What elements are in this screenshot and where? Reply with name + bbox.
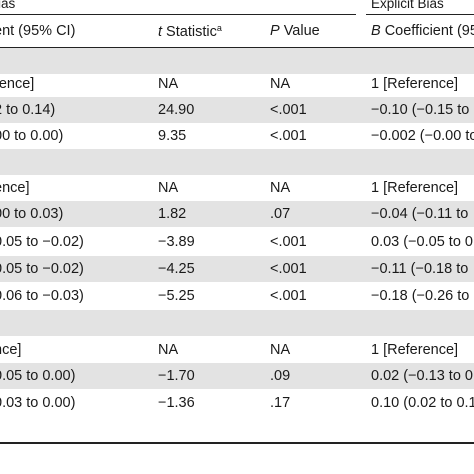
table-row: 0.05 to −0.02) −4.25 <.001 −0.11 (−0.18 …	[0, 256, 474, 282]
cell-coefficient: nce]	[0, 342, 22, 358]
cell-t-statistic: −3.89	[158, 234, 195, 250]
cell-t-statistic: −1.36	[158, 395, 195, 411]
cell-coefficient: 0.05 to −0.02)	[0, 261, 84, 277]
cell-b-coefficient: −0.10 (−0.15 to	[371, 102, 470, 118]
cell-t-statistic: −4.25	[158, 261, 195, 277]
cell-coefficient: 00 to 0.00)	[0, 128, 64, 144]
column-header-row: ent (95% CI) t Statistica P Value B Coef…	[0, 16, 474, 48]
cell-t-statistic: NA	[158, 342, 179, 358]
col-header-b-coefficient: B Coefficient (95	[371, 23, 474, 39]
cell-t-statistic: NA	[158, 76, 179, 92]
group-label-explicit-bias: Explicit Bias	[371, 0, 444, 11]
cell-coefficient: 0.05 to 0.00)	[0, 368, 76, 384]
cell-coefficient: rence]	[0, 76, 35, 92]
table-row: 00 to 0.03) 1.82 .07 −0.04 (−0.11 to	[0, 201, 474, 227]
cell-p-value: NA	[270, 180, 291, 196]
cell-coefficient: 0.03 to 0.00)	[0, 395, 76, 411]
table-row: 0.05 to −0.02) −3.89 <.001 0.03 (−0.05 t…	[0, 229, 474, 255]
cell-t-statistic: 24.90	[158, 102, 195, 118]
cell-p-value: <.001	[270, 288, 307, 304]
cell-b-coefficient: −0.11 (−0.18 to	[371, 261, 469, 277]
table-bottom-rule	[0, 442, 474, 444]
cell-b-coefficient: −0.18 (−0.26 to	[371, 288, 470, 304]
cell-p-value: <.001	[270, 261, 307, 277]
cell-p-value: .09	[270, 368, 291, 384]
cell-p-value: <.001	[270, 102, 307, 118]
cell-coefficient: 00 to 0.03)	[0, 206, 64, 222]
cell-p-value: <.001	[270, 234, 307, 250]
table-row: rence] NA NA 1 [Reference]	[0, 71, 474, 97]
table-row: 00 to 0.00) 9.35 <.001 −0.002 (−0.00 to	[0, 123, 474, 149]
table-row	[0, 310, 474, 336]
cell-b-coefficient: −0.002 (−0.00 to	[371, 128, 474, 144]
cell-b-coefficient: 1 [Reference]	[371, 180, 459, 196]
cell-b-coefficient: 0.10 (0.02 to 0.1	[371, 395, 474, 411]
cell-t-statistic: −5.25	[158, 288, 195, 304]
table-row: 2 to 0.14) 24.90 <.001 −0.10 (−0.15 to	[0, 97, 474, 123]
group-label-implicit-bias: ias	[0, 0, 16, 11]
cell-t-statistic: 9.35	[158, 128, 187, 144]
cell-p-value: .17	[270, 395, 291, 411]
cell-p-value: .07	[270, 206, 291, 222]
cell-coefficient: 0.05 to −0.02)	[0, 234, 84, 250]
footnote-marker: a	[216, 23, 222, 33]
cell-coefficient: 0.06 to −0.03)	[0, 288, 84, 304]
cell-t-statistic: NA	[158, 180, 179, 196]
group-rule-explicit	[366, 14, 474, 15]
col-header-t-statistic: t Statistica	[158, 23, 222, 40]
col-header-coefficient: ent (95% CI)	[0, 23, 76, 39]
cell-t-statistic: 1.82	[158, 206, 187, 222]
cell-p-value: NA	[270, 76, 291, 92]
cell-b-coefficient: 0.02 (−0.13 to 0	[371, 368, 473, 384]
table-row: 0.05 to 0.00) −1.70 .09 0.02 (−0.13 to 0	[0, 363, 474, 389]
cell-p-value: NA	[270, 342, 291, 358]
col-header-p-value: P Value	[270, 23, 320, 39]
table-row: 0.03 to 0.00) −1.36 .17 0.10 (0.02 to 0.…	[0, 390, 474, 416]
table-row	[0, 48, 474, 74]
cell-b-coefficient: −0.04 (−0.11 to	[371, 206, 469, 222]
cell-b-coefficient: 1 [Reference]	[371, 342, 459, 358]
table-row: 0.06 to −0.03) −5.25 <.001 −0.18 (−0.26 …	[0, 283, 474, 309]
group-rule-implicit	[0, 14, 356, 15]
table-row: ence] NA NA 1 [Reference]	[0, 175, 474, 201]
table-row: nce] NA NA 1 [Reference]	[0, 337, 474, 363]
cell-coefficient: 2 to 0.14)	[0, 102, 56, 118]
cell-b-coefficient: 0.03 (−0.05 to 0	[371, 234, 473, 250]
cell-t-statistic: −1.70	[158, 368, 195, 384]
cell-coefficient: ence]	[0, 180, 30, 196]
cell-b-coefficient: 1 [Reference]	[371, 76, 459, 92]
cell-p-value: <.001	[270, 128, 307, 144]
table-row	[0, 149, 474, 175]
